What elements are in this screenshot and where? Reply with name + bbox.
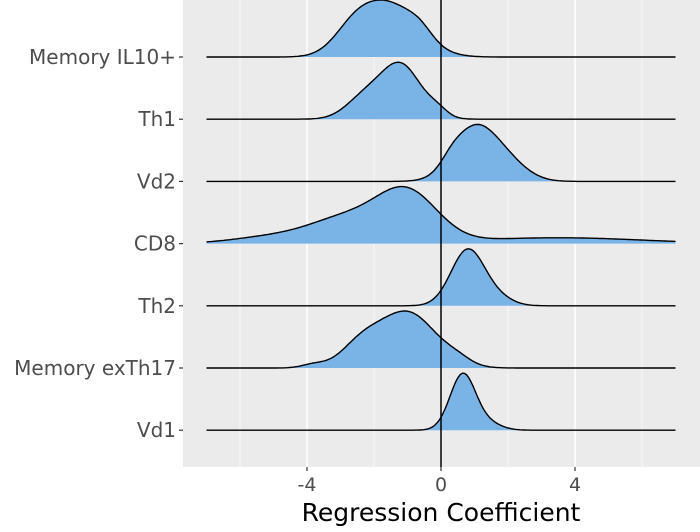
y-tick-label: Memory IL10+ xyxy=(29,45,176,69)
y-tick-label: CD8 xyxy=(134,232,176,256)
y-tick-label: Vd1 xyxy=(137,418,176,442)
x-axis: -4 0 4 xyxy=(298,467,581,496)
y-axis: Memory IL10+ Th1 Vd2 CD8 Th2 Memory exTh17 Vd1 xyxy=(14,45,183,442)
y-tick-label: Th1 xyxy=(137,107,176,131)
y-tick-label: Memory exTh17 xyxy=(14,356,176,380)
x-tick-label: -4 xyxy=(298,474,317,496)
x-axis-title: Regression Coefficient xyxy=(302,498,581,527)
x-tick-label: 4 xyxy=(569,474,581,496)
ridge-layer xyxy=(206,0,676,467)
y-tick-label: Vd2 xyxy=(137,169,176,193)
x-tick-label: 0 xyxy=(435,474,447,496)
y-tick-label: Th2 xyxy=(137,294,176,318)
